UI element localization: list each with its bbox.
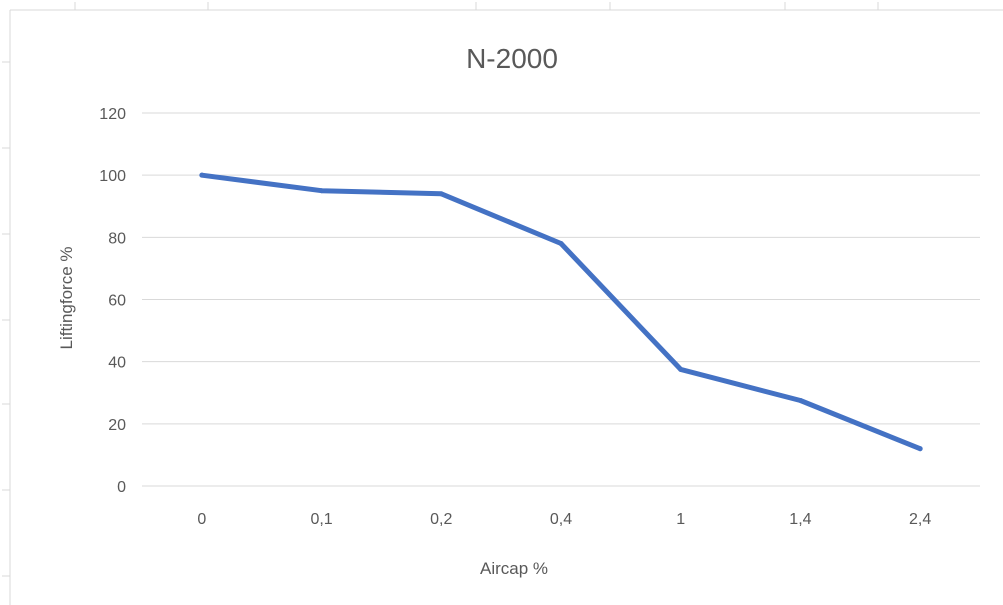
x-tick-label: 0,1 — [310, 511, 332, 528]
x-axis-title: Aircap % — [480, 559, 548, 578]
y-tick-label: 100 — [99, 168, 126, 185]
x-tick-label: 0,2 — [430, 511, 452, 528]
data-point — [319, 188, 325, 194]
data-point — [199, 172, 205, 178]
x-axis-tick-labels: 0 0,1 0,2 0,4 1 1,4 2,4 — [197, 511, 931, 528]
gridlines — [142, 112, 980, 487]
data-point — [797, 398, 803, 404]
y-tick-label: 80 — [108, 230, 126, 247]
y-tick-label: 20 — [108, 417, 126, 434]
y-tick-label: 120 — [99, 106, 126, 123]
data-point — [438, 191, 444, 197]
x-tick-label: 1 — [676, 511, 685, 528]
x-tick-label: 0,4 — [550, 511, 572, 528]
x-tick-label: 2,4 — [909, 511, 931, 528]
x-tick-label: 1,4 — [789, 511, 811, 528]
y-axis-title: Liftingforce % — [57, 247, 76, 350]
data-point — [917, 446, 923, 452]
data-point — [558, 241, 564, 247]
y-tick-label: 60 — [108, 293, 126, 310]
data-point — [678, 366, 684, 372]
series-line — [199, 172, 923, 452]
y-axis-tick-labels: 0 20 40 60 80 100 120 — [99, 106, 126, 496]
y-tick-label: 40 — [108, 355, 126, 372]
chart-title: N-2000 — [466, 43, 558, 74]
y-tick-label: 0 — [117, 479, 126, 496]
series-layer — [199, 172, 923, 452]
x-tick-label: 0 — [197, 511, 206, 528]
